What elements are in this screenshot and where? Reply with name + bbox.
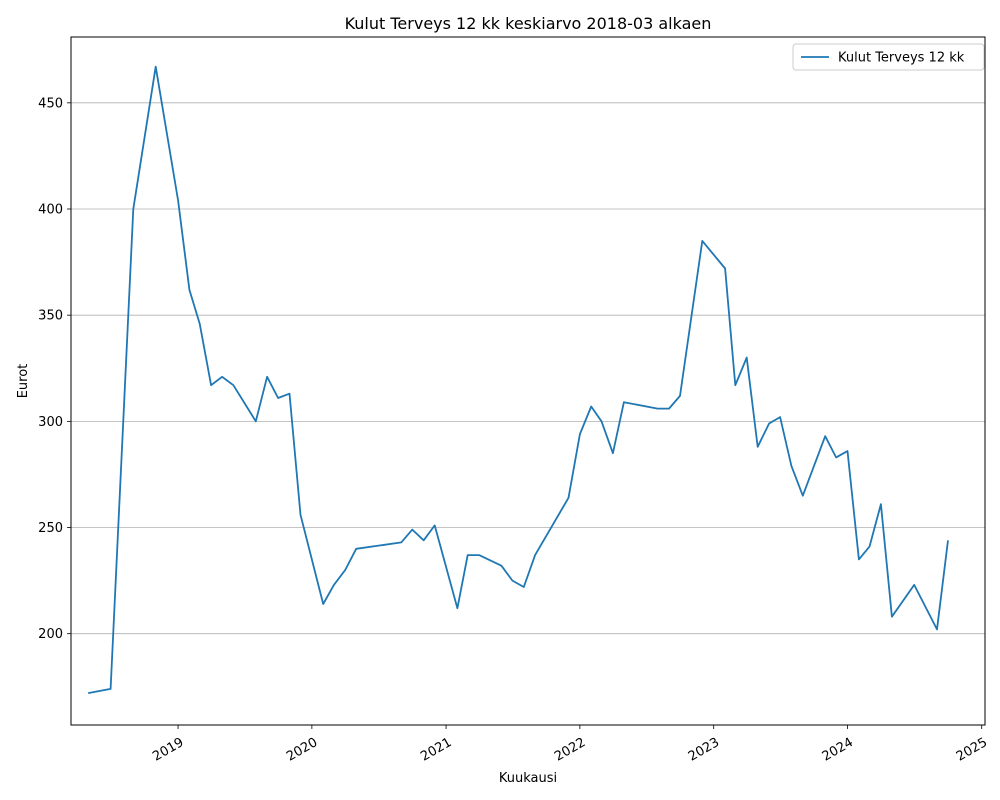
y-tick-label: 400	[38, 203, 63, 218]
data-point	[668, 407, 670, 409]
data-point	[913, 584, 915, 586]
data-point	[109, 688, 111, 690]
data-point	[846, 450, 848, 452]
data-point	[478, 554, 480, 556]
data-point	[756, 446, 758, 448]
data-point	[858, 558, 860, 560]
data-point	[355, 548, 357, 550]
x-tick-label: 2019	[150, 735, 186, 765]
x-tick-label: 2021	[418, 735, 454, 765]
data-point	[779, 416, 781, 418]
data-point	[221, 376, 223, 378]
data-point	[734, 384, 736, 386]
data-point	[790, 465, 792, 467]
data-point	[87, 692, 89, 694]
data-point	[177, 199, 179, 201]
plot-frame	[70, 36, 986, 726]
legend-label: Kulut Terveys 12 kk	[838, 51, 965, 66]
data-point	[154, 66, 156, 68]
data-point	[623, 401, 625, 403]
legend-box	[792, 43, 985, 71]
data-point	[936, 628, 938, 630]
y-axis-ticks: 200 250 300 350 400 450	[38, 96, 71, 642]
data-point	[567, 497, 569, 499]
data-point	[679, 395, 681, 397]
data-point	[299, 514, 301, 516]
data-point	[523, 586, 525, 588]
series-line	[88, 65, 949, 694]
data-point	[232, 384, 234, 386]
data-point	[288, 393, 290, 395]
data-point	[724, 267, 726, 269]
y-tick-label: 300	[38, 415, 63, 430]
chart-title: Kulut Terveys 12 kk keskiarvo 2018-03 al…	[345, 14, 712, 33]
data-point	[868, 545, 870, 547]
data-point	[947, 539, 949, 541]
data-point	[466, 554, 468, 556]
data-point	[656, 407, 658, 409]
data-point	[701, 240, 703, 242]
data-point	[322, 603, 324, 605]
data-point	[880, 503, 882, 505]
x-axis-label: Kuukausi	[499, 771, 557, 786]
data-point	[590, 405, 592, 407]
x-tick-label: 2024	[820, 735, 856, 765]
data-point	[612, 452, 614, 454]
x-tick-label: 2020	[284, 735, 320, 765]
data-point	[132, 208, 134, 210]
data-point	[422, 539, 424, 541]
data-point	[579, 433, 581, 435]
data-point	[198, 322, 200, 324]
data-point	[456, 607, 458, 609]
data-point	[511, 579, 513, 581]
data-point	[891, 616, 893, 618]
data-point	[266, 376, 268, 378]
data-point	[745, 356, 747, 358]
x-tick-label: 2023	[686, 735, 722, 765]
y-tick-label: 350	[38, 309, 63, 324]
x-tick-label: 2022	[552, 735, 588, 765]
data-point	[333, 584, 335, 586]
x-axis-ticks: 2019 2020 2021 2022 2023 2024 2025	[150, 725, 990, 765]
data-point	[277, 397, 279, 399]
data-point	[600, 420, 602, 422]
data-point	[824, 435, 826, 437]
y-tick-label: 200	[38, 627, 63, 642]
data-point	[210, 384, 212, 386]
data-point	[411, 528, 413, 530]
data-point	[400, 541, 402, 543]
data-point	[255, 420, 257, 422]
gridlines	[71, 102, 985, 635]
y-tick-label: 250	[38, 521, 63, 536]
series-layer	[87, 65, 949, 694]
y-tick-label: 450	[38, 96, 63, 111]
data-point	[433, 524, 435, 526]
data-point	[768, 422, 770, 424]
data-point	[802, 494, 804, 496]
data-point	[344, 569, 346, 571]
data-point	[188, 288, 190, 290]
legend: Kulut Terveys 12 kk	[792, 43, 985, 71]
data-point	[835, 456, 837, 458]
y-axis-label: Eurot	[16, 364, 31, 399]
data-point	[534, 554, 536, 556]
data-point	[500, 565, 502, 567]
x-tick-label: 2025	[954, 735, 990, 765]
